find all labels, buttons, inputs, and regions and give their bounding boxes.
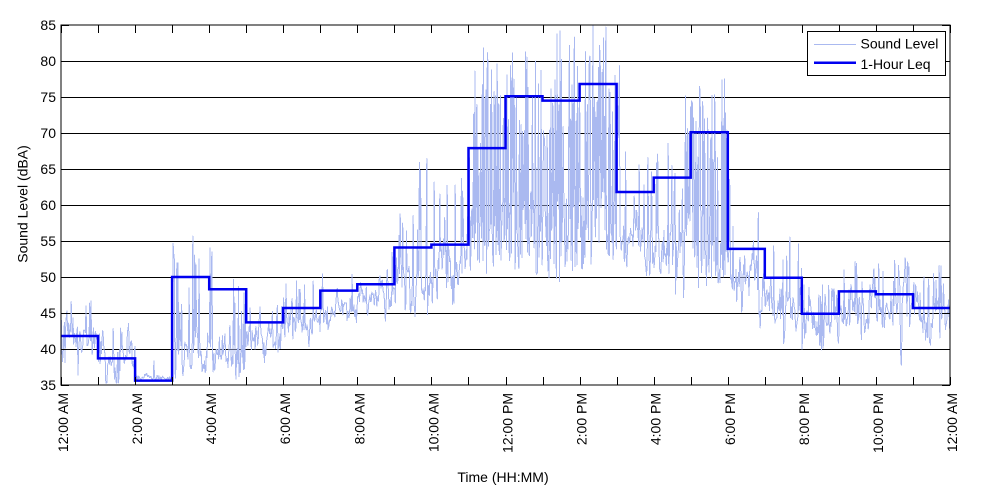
svg-text:8:00 PM: 8:00 PM: [796, 393, 812, 445]
svg-text:2:00 PM: 2:00 PM: [574, 393, 590, 445]
svg-text:70: 70: [40, 125, 56, 141]
svg-text:60: 60: [40, 197, 56, 213]
svg-text:Time (HH:MM): Time (HH:MM): [457, 469, 548, 485]
svg-text:Sound Level: Sound Level: [861, 36, 939, 52]
svg-text:45: 45: [40, 305, 56, 321]
svg-text:Sound Level (dBA): Sound Level (dBA): [15, 145, 31, 263]
svg-text:10:00 AM: 10:00 AM: [425, 393, 441, 452]
svg-text:40: 40: [40, 341, 56, 357]
svg-text:85: 85: [40, 17, 56, 33]
svg-text:75: 75: [40, 89, 56, 105]
svg-text:1-Hour Leq: 1-Hour Leq: [861, 56, 931, 72]
svg-text:80: 80: [40, 53, 56, 69]
svg-text:55: 55: [40, 233, 56, 249]
svg-text:4:00 AM: 4:00 AM: [203, 393, 219, 444]
svg-text:50: 50: [40, 269, 56, 285]
svg-text:4:00 PM: 4:00 PM: [648, 393, 664, 445]
svg-text:8:00 AM: 8:00 AM: [351, 393, 367, 444]
svg-text:12:00 AM: 12:00 AM: [944, 393, 960, 452]
svg-text:65: 65: [40, 161, 56, 177]
svg-text:12:00 PM: 12:00 PM: [500, 393, 516, 453]
svg-text:2:00 AM: 2:00 AM: [129, 393, 145, 444]
svg-text:35: 35: [40, 377, 56, 393]
svg-text:12:00 AM: 12:00 AM: [55, 393, 71, 452]
svg-text:10:00 PM: 10:00 PM: [870, 393, 886, 453]
svg-text:6:00 AM: 6:00 AM: [277, 393, 293, 444]
svg-text:6:00 PM: 6:00 PM: [722, 393, 738, 445]
